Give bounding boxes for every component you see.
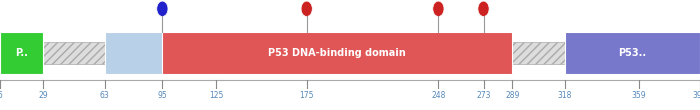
Ellipse shape	[433, 1, 444, 16]
Text: 393: 393	[693, 91, 700, 100]
Text: P53 DNA-binding domain: P53 DNA-binding domain	[269, 48, 406, 58]
Ellipse shape	[478, 1, 489, 16]
FancyBboxPatch shape	[104, 32, 162, 74]
Text: 248: 248	[431, 91, 446, 100]
Ellipse shape	[301, 1, 312, 16]
Text: P..: P..	[15, 48, 28, 58]
Text: 125: 125	[209, 91, 224, 100]
Text: 5: 5	[0, 91, 2, 100]
FancyBboxPatch shape	[162, 32, 512, 74]
FancyBboxPatch shape	[0, 42, 700, 64]
FancyBboxPatch shape	[565, 32, 700, 74]
Text: 318: 318	[557, 91, 572, 100]
Text: 63: 63	[100, 91, 109, 100]
Text: 359: 359	[631, 91, 646, 100]
FancyBboxPatch shape	[0, 32, 43, 74]
Ellipse shape	[157, 1, 168, 16]
Text: 175: 175	[300, 91, 314, 100]
Text: 95: 95	[158, 91, 167, 100]
Text: 289: 289	[505, 91, 519, 100]
Text: 273: 273	[476, 91, 491, 100]
Text: 29: 29	[38, 91, 48, 100]
Text: P53..: P53..	[618, 48, 646, 58]
